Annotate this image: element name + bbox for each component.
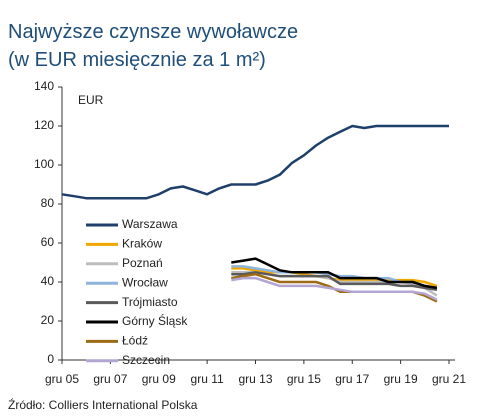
x-tick-label: gru 05 (45, 372, 79, 386)
y-tick-label: 20 (41, 313, 55, 327)
legend-label: Szczecin (122, 353, 170, 367)
y-tick-label: 0 (47, 352, 54, 366)
y-tick-label: 120 (34, 118, 54, 132)
y-tick-label: 80 (41, 196, 55, 210)
series-line (231, 271, 438, 292)
x-tick-label: gru 17 (335, 372, 369, 386)
y-tick-label: 60 (41, 235, 55, 249)
x-tick-label: gru 09 (142, 372, 176, 386)
y-tick-label: 140 (34, 79, 54, 93)
x-tick-label: gru 15 (287, 372, 321, 386)
x-tick-label: gru 13 (238, 372, 272, 386)
x-tick-label: gru 07 (93, 372, 127, 386)
legend-label: Wrocław (122, 275, 168, 289)
source: Źródło: Colliers International Polska (8, 397, 198, 412)
y-tick-label: 100 (34, 157, 54, 171)
chart-title: Najwyższe czynsze wywoławcze (8, 21, 298, 43)
y-tick-label: 40 (41, 274, 55, 288)
legend-label: Warszawa (122, 217, 178, 231)
x-tick-label: gru 11 (191, 372, 224, 386)
legend-label: Poznań (122, 256, 163, 270)
legend-label: Trójmiasto (122, 295, 178, 309)
series-line (231, 257, 438, 290)
legend-label: Górny Śląsk (122, 313, 188, 328)
legend-label: Kraków (122, 237, 162, 251)
chart-subtitle: (w EUR miesięcznie za 1 m²) (8, 49, 266, 71)
unit-annotation: EUR (78, 93, 104, 107)
series-line (231, 276, 438, 301)
x-tick-label: gru 21 (432, 372, 466, 386)
x-tick-label: gru 19 (384, 372, 418, 386)
series-line (61, 124, 449, 200)
legend-label: Łódź (122, 334, 148, 348)
